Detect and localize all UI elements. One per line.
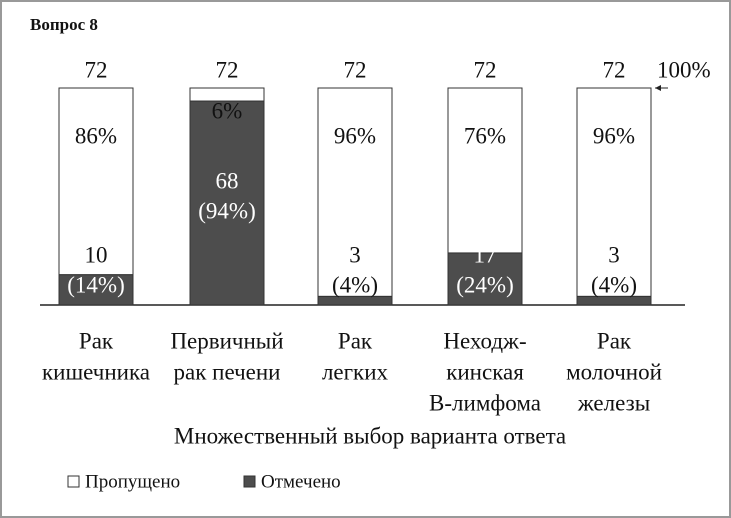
value-label: 68 (216, 168, 239, 193)
legend-label: Отмечено (261, 471, 341, 492)
x-tick-label: железы (577, 390, 650, 415)
value-label: (4%) (332, 272, 378, 297)
value-label: (94%) (198, 198, 255, 223)
bar-segment (317, 87, 393, 297)
legend-label: Пропущено (85, 471, 180, 492)
bar-segment (576, 87, 652, 297)
x-tick-label: легких (322, 359, 389, 384)
value-label: 86% (75, 123, 117, 148)
total-label: 72 (216, 57, 239, 82)
value-label: (4%) (591, 272, 637, 297)
chart-title: Вопрос 8 (30, 15, 98, 34)
x-tick-label: Рак (79, 328, 114, 353)
total-label: 72 (344, 57, 367, 82)
value-label: 76% (464, 123, 506, 148)
value-label: 3 (349, 242, 361, 267)
value-label: (24%) (456, 272, 513, 297)
x-tick-label: В-лимфома (429, 390, 541, 415)
x-axis-label: Множественный выбор варианта ответа (174, 423, 566, 448)
total-label: 72 (85, 57, 108, 82)
y-tick-label: 100% (657, 57, 711, 82)
bar-segment (58, 87, 134, 276)
value-label: 96% (593, 123, 635, 148)
x-tick-label: Рак (597, 328, 632, 353)
value-label: 96% (334, 123, 376, 148)
bar-segment (317, 295, 393, 306)
x-tick-label: кинская (446, 359, 524, 384)
arrow-head (655, 85, 661, 91)
total-label: 72 (603, 57, 626, 82)
value-label: 10 (85, 242, 108, 267)
value-label: 3 (608, 242, 620, 267)
bar-segment (189, 100, 265, 306)
value-label: (14%) (67, 272, 124, 297)
total-label: 72 (474, 57, 497, 82)
bar-segment (447, 252, 523, 306)
legend-swatch (67, 475, 80, 488)
x-tick-label: Первичный (170, 328, 283, 353)
x-tick-label: Рак (338, 328, 373, 353)
bar-segment (189, 87, 265, 102)
legend-swatch (243, 475, 256, 488)
x-tick-label: молочной (566, 359, 662, 384)
x-tick-label: рак печени (174, 359, 281, 384)
bar-segment (447, 87, 523, 254)
x-tick-label: кишечника (42, 359, 150, 384)
value-label: 6% (212, 98, 243, 123)
bar-segment (576, 295, 652, 306)
value-label: 17 (474, 242, 497, 267)
x-tick-label: Неходж- (443, 328, 526, 353)
